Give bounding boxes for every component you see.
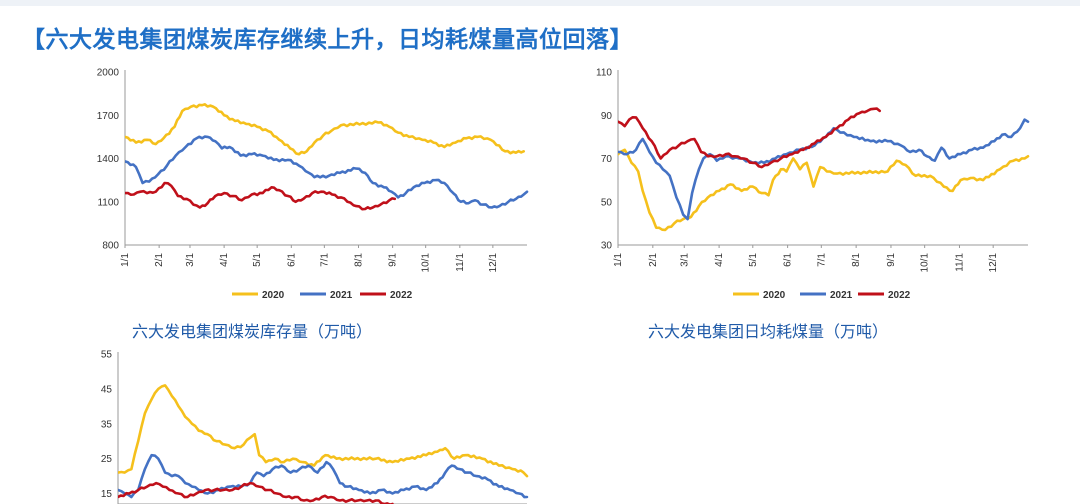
x-tick-label: 3/1 [185, 253, 196, 267]
legend-label-2021: 2021 [330, 290, 353, 301]
y-tick-label: 1700 [97, 111, 120, 122]
x-tick-label: 9/1 [388, 253, 399, 267]
y-tick-label: 30 [601, 241, 613, 252]
x-tick-label: 4/1 [219, 253, 230, 267]
x-tick-label: 7/1 [319, 253, 330, 267]
y-tick-label: 45 [101, 384, 113, 395]
consumption-chart-caption: 六大发电集团日均耗煤量（万吨） [648, 322, 889, 341]
x-tick-label: 8/1 [353, 253, 364, 267]
y-tick-label: 15 [101, 489, 113, 500]
series-line-2021 [118, 453, 529, 499]
y-tick-label: 25 [101, 454, 113, 465]
y-tick-label: 55 [101, 350, 113, 361]
x-tick-label: 1/1 [120, 253, 131, 267]
x-tick-label: 12/1 [988, 253, 999, 273]
y-tick-label: 70 [601, 154, 613, 165]
x-tick-label: 11/1 [455, 253, 466, 272]
y-tick-label: 110 [596, 68, 612, 79]
y-tick-label: 2000 [97, 68, 120, 79]
page-title: 【六大发电集团煤炭库存继续上升，日均耗煤量高位回落】 [22, 27, 633, 53]
legend-label-2022: 2022 [888, 290, 911, 301]
x-tick-label: 6/1 [286, 253, 297, 267]
y-tick-label: 50 [601, 197, 613, 208]
x-tick-label: 10/1 [421, 253, 432, 273]
x-tick-label: 8/1 [851, 253, 862, 267]
x-tick-label: 3/1 [679, 253, 690, 267]
daily-coal-consumption-chart: 30 50 70 90 110 1/1 2/1 3/1 4/1 5/1 6/1 7/1 8/1 9/1 10… [596, 68, 1030, 301]
series-line-2022 [125, 181, 397, 211]
series-line-2021 [125, 135, 529, 209]
y-tick-label: 35 [101, 419, 113, 430]
x-tick-label: 7/1 [816, 253, 827, 267]
legend-label-2020: 2020 [262, 290, 285, 301]
legend-label-2020: 2020 [763, 290, 786, 301]
y-tick-label: 800 [102, 241, 119, 252]
inventory-chart-caption: 六大发电集团煤炭库存量（万吨） [132, 322, 373, 341]
series-line-2020 [118, 384, 529, 478]
x-tick-label: 9/1 [886, 253, 897, 267]
x-tick-label: 12/1 [488, 253, 499, 273]
legend-label-2022: 2022 [390, 290, 413, 301]
coal-inventory-chart: 800 1100 1400 1700 2000 1/1 2/1 3/1 4/1 5/1 6/1 7/1… [97, 68, 529, 301]
x-tick-label: 2/1 [648, 253, 659, 267]
series-line-2020 [618, 148, 1030, 232]
series-line-2022 [618, 107, 881, 169]
x-tick-label: 6/1 [783, 253, 794, 267]
y-tick-label: 90 [601, 111, 613, 122]
top-bar [0, 0, 1080, 6]
x-tick-label: 5/1 [252, 253, 263, 267]
legend-label-2021: 2021 [830, 290, 853, 301]
y-tick-label: 1400 [97, 154, 120, 165]
third-chart: 15 25 35 45 55 [101, 350, 529, 504]
x-tick-label: 11/1 [954, 253, 965, 272]
x-tick-label: 5/1 [748, 253, 759, 267]
series-line-2021 [618, 118, 1030, 221]
x-tick-label: 10/1 [920, 253, 931, 273]
x-tick-label: 2/1 [154, 253, 165, 267]
x-tick-label: 1/1 [613, 253, 624, 267]
series-line-2020 [125, 103, 525, 156]
y-tick-label: 1100 [97, 197, 119, 208]
series-line-2022 [118, 481, 394, 504]
x-tick-label: 4/1 [714, 253, 725, 267]
